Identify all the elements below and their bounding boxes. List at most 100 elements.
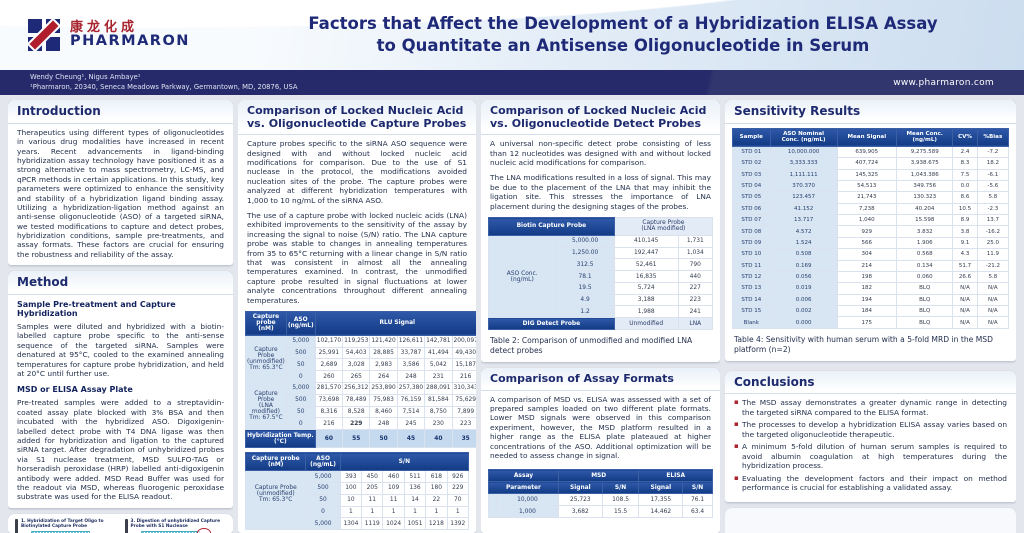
introduction-heading: Introduction [8, 100, 233, 124]
capture-probes-card: Comparison of Locked Nucleic Acid vs. Ol… [238, 100, 476, 533]
table-header-cell: CV% [952, 127, 978, 147]
author-names: Wendy Cheung¹, Nigus Ambaye¹ [30, 72, 141, 81]
table-cell: 223 [677, 293, 714, 307]
table-cell: 78,489 [342, 393, 371, 407]
table-cell: 49,430 [451, 346, 476, 360]
table-cell: 1 [425, 505, 448, 519]
table-cell: 3,028 [342, 358, 371, 372]
table-row: DIG Detect Probe Unmodified LNA [488, 317, 714, 331]
table-cell: 8,316 [314, 405, 344, 419]
conclusion-bullet: A minimum 5-fold dilution of human serum… [734, 442, 1007, 470]
diagram-right-column: 3. Digestion of unhybridized Capture Pro… [124, 518, 227, 533]
table-cell: 175 [836, 316, 898, 329]
table-cell: 393 [339, 470, 363, 483]
table-cell: 227 [677, 281, 714, 295]
capture-probes-heading: Comparison of Locked Nucleic Acid vs. Ol… [238, 100, 476, 136]
table-cell: 0 [285, 417, 316, 431]
table-cell: 1,988 [613, 305, 679, 319]
table-cell: 7,514 [396, 405, 426, 419]
capture-probe-bar-icon [31, 531, 91, 533]
table-cell: 19.5 [555, 281, 615, 295]
table-header-cell: ASO (ng/mL) [285, 310, 316, 336]
table-cell: STD 12 [732, 270, 771, 284]
table-cell: 5,000 [305, 517, 341, 531]
table-cell: 5,042 [424, 358, 453, 372]
plate-wall-icon [124, 518, 128, 533]
table-cell [488, 493, 497, 518]
table-cell: Blank [732, 316, 771, 329]
column-capture-probes: Comparison of Locked Nucleic Acid vs. Ol… [238, 100, 476, 533]
poster-title: Factors that Affect the Development of a… [252, 13, 1024, 57]
table-cell: 15.598 [896, 214, 954, 227]
table-cell: 460 [382, 470, 405, 483]
table-header-cell: MSD [557, 469, 640, 483]
title-line-2: to Quantitate an Antisense Oligonucleoti… [376, 36, 870, 55]
table-cell: 25,991 [314, 346, 344, 360]
table-row: Capture Probe (unmodified) Tm: 65.3°C 5,0… [245, 334, 476, 384]
table-cell: STD 13 [732, 282, 771, 295]
table-header-cell: Assay [488, 469, 559, 483]
table-row: 1.2 1,988 241 [489, 305, 714, 319]
table-cell: 5,000 [285, 334, 316, 348]
table-cell: 26.6 [952, 270, 978, 284]
table-cell: 1 [339, 505, 363, 519]
table-row: 500 73,698 78,489 75,983 76,159 81,584 75,629 [246, 393, 476, 407]
table-cell: 3,938.675 [896, 157, 954, 170]
table-cell: 14,462 [638, 505, 684, 518]
table-row: 1,250.00 192,447 1,034 [489, 246, 714, 260]
plate-wall-icon [15, 518, 18, 533]
logo-text: 康龙化成 PHARMARON [70, 20, 190, 50]
table-header-cell: Signal [638, 481, 684, 495]
table-cell: 304 [836, 248, 898, 261]
table-cell: 1,034 [677, 246, 714, 260]
table-cell: 500 [305, 481, 341, 495]
table-cell: 1051 [403, 517, 427, 531]
table-cell: 1024 [382, 517, 405, 531]
table-cell: 500 [285, 393, 316, 407]
table-cell: BLQ [896, 293, 954, 307]
table-cell: 50 [369, 429, 398, 449]
table-row: STD 04 370.370 54,513 349.756 0.0 -5.6 [732, 179, 1010, 193]
conclusion-bullet: The processes to develop a hybridization… [734, 420, 1007, 439]
table-cell: ASO Conc. (ng/mL) [487, 234, 557, 319]
table-cell: 63.4 [682, 505, 713, 518]
table-cell: 1,111.111 [769, 168, 838, 181]
detect-probes-paragraph-2: The LNA modifications resulted in a loss… [490, 173, 711, 211]
table-cell: 265 [342, 370, 371, 384]
table-cell: 7,238 [836, 202, 898, 216]
table-row: STD 06 41.152 7,238 40.204 10.5 -2.3 [732, 202, 1010, 216]
table-header-cell: Sample [732, 127, 771, 147]
table-cell: BLQ [896, 282, 954, 295]
table-cell: 102,170 [314, 334, 344, 348]
table-cell: 0.006 [769, 293, 838, 307]
table-cell: 407,724 [836, 157, 898, 170]
table-cell: 200,097 [451, 334, 476, 348]
website-link[interactable]: www.pharmaron.com [893, 77, 994, 88]
table-row: STD 13 0.019 182 BLQ N/A N/A [732, 282, 1010, 295]
table-cell: 264 [369, 370, 398, 384]
table-cell: 70 [446, 493, 470, 507]
table-cell: -21.2 [976, 259, 1010, 272]
table-cell: 3.8 [952, 225, 978, 238]
table-cell: 0.000 [769, 316, 838, 329]
table-cell: BLQ [896, 316, 954, 329]
table-cell: 5.8 [976, 191, 1010, 204]
table-cell: 7,899 [451, 405, 476, 419]
table-cell: 3.832 [896, 225, 954, 238]
s1-nuclease-icon [196, 528, 211, 533]
table-row: 5,000 1304 1119 1024 1051 1218 1392 [244, 517, 470, 531]
diagram-step-3: 3. Digestion of unhybridized Capture Pro… [124, 518, 227, 533]
table-cell: 929 [836, 225, 898, 238]
table-cell: 145,325 [836, 168, 898, 181]
table-cell: 1.524 [769, 236, 838, 250]
table-cell: 50 [285, 358, 316, 372]
table-cell: STD 02 [732, 157, 771, 170]
table-row: STD 10 0.508 304 0.568 4.3 11.9 [732, 248, 1010, 261]
title-line-1: Factors that Affect the Development of a… [308, 14, 938, 34]
table-cell: BLQ [896, 305, 954, 318]
table-cell: 10.5 [952, 202, 978, 216]
table-header-cell: Signal [557, 481, 603, 495]
logo-english-name: PHARMARON [70, 33, 190, 50]
rlu-signal-table: Capture probe (nM) ASO (ng/mL) RLU Signal C… [245, 310, 476, 449]
table-cell: 312.5 [555, 258, 615, 272]
